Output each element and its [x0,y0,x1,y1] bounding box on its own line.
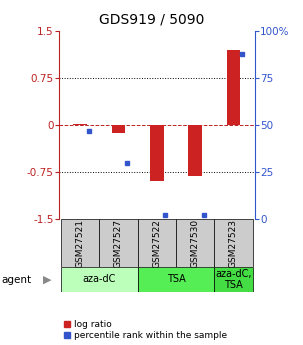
Text: GDS919 / 5090: GDS919 / 5090 [99,12,204,26]
Bar [61,219,99,267]
Bar [99,219,138,267]
Text: TSA: TSA [167,275,185,284]
Text: aza-dC: aza-dC [83,275,116,284]
Text: GSM27521: GSM27521 [76,219,85,268]
Text: GSM27527: GSM27527 [114,219,123,268]
Text: ▶: ▶ [43,275,51,285]
Text: agent: agent [2,275,32,285]
Text: GSM27523: GSM27523 [229,219,238,268]
Bar [138,219,176,267]
Bar [150,125,164,181]
Text: aza-dC,
TSA: aza-dC, TSA [215,269,252,290]
Bar [188,125,202,176]
Legend: log ratio, percentile rank within the sample: log ratio, percentile rank within the sa… [64,320,227,341]
Bar [227,50,240,125]
Bar [176,219,214,267]
Bar [73,124,87,125]
Bar [112,125,125,133]
Bar [214,267,253,292]
Bar [138,267,214,292]
Bar [214,219,253,267]
Text: GSM27522: GSM27522 [152,219,161,268]
Text: GSM27530: GSM27530 [191,219,200,268]
Bar [61,267,138,292]
